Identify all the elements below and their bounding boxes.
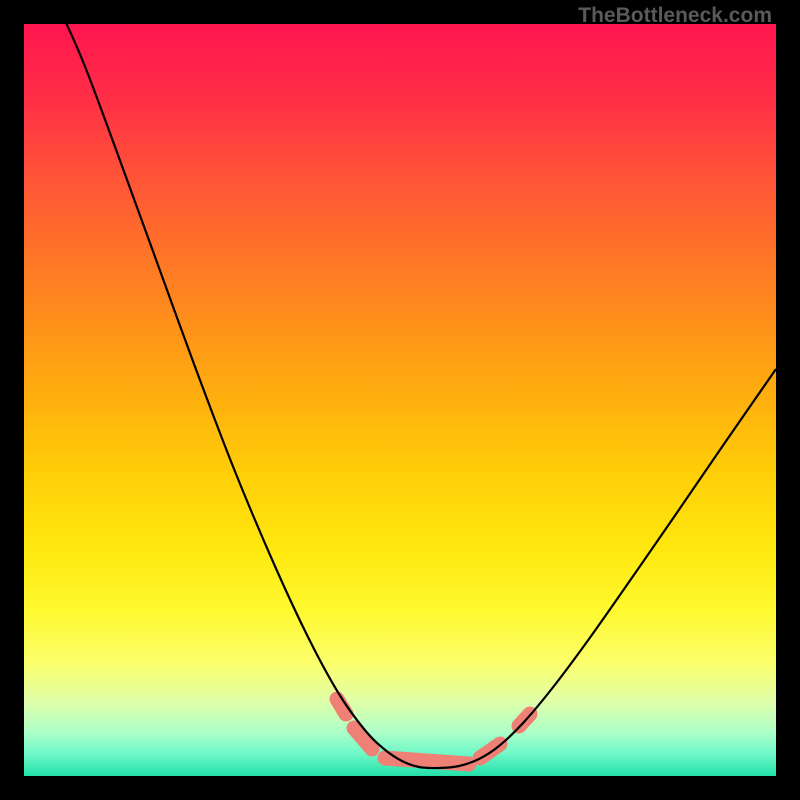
chart-svg xyxy=(24,24,776,776)
gradient-background xyxy=(24,24,776,776)
plot-area xyxy=(24,24,776,776)
watermark-text: TheBottleneck.com xyxy=(578,4,772,28)
